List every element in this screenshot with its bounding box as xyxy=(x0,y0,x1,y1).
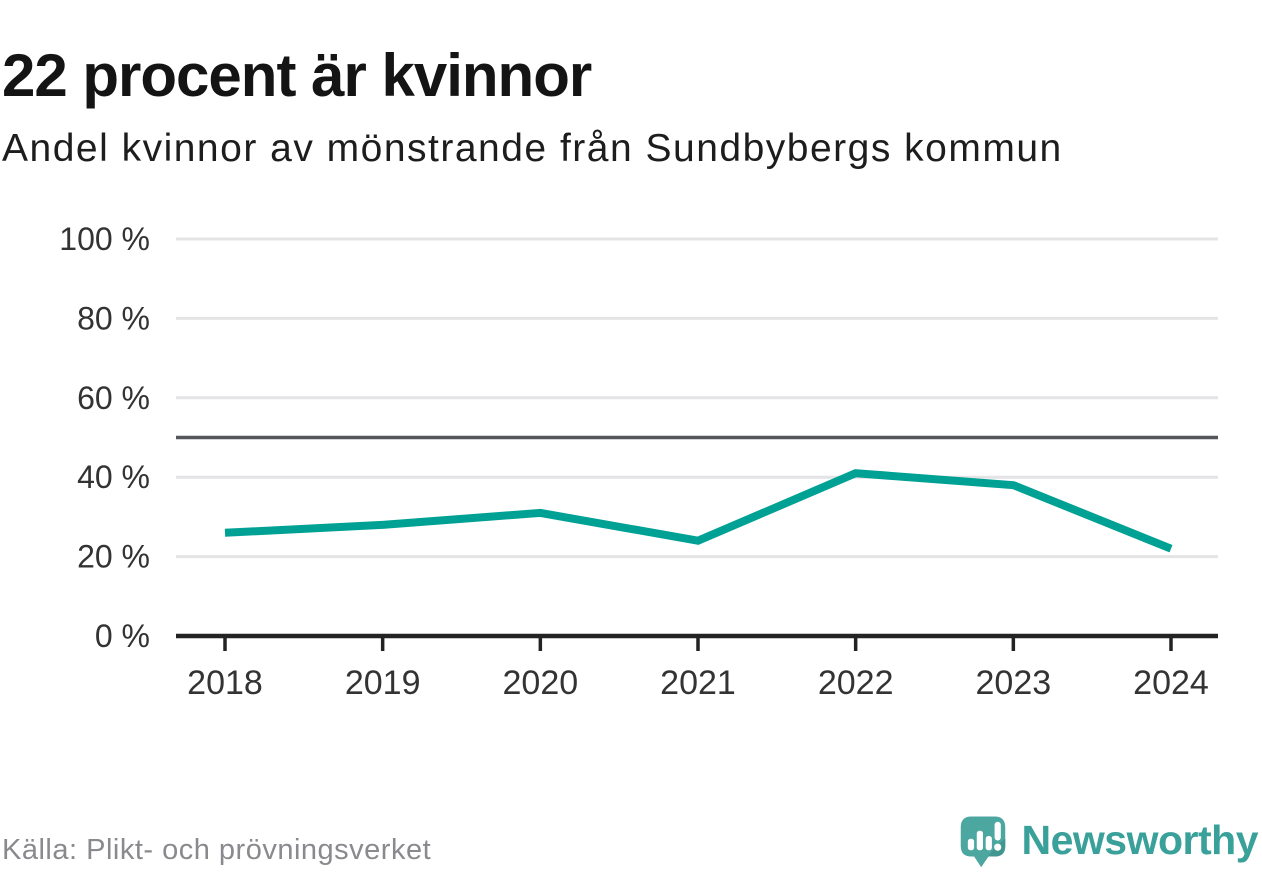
y-tick-label: 20 % xyxy=(77,539,150,575)
footer: Källa: Plikt- och prövningsverket Newswo… xyxy=(0,805,1262,879)
newsworthy-wordmark: Newsworthy xyxy=(1021,817,1259,863)
y-tick-label: 60 % xyxy=(77,380,150,416)
chart-area: 0 % 20 % 40 % 60 % 80 % 100 % 2018 2019 2020 2021… xyxy=(0,200,1262,720)
y-tick-label: 100 % xyxy=(59,221,150,257)
x-tick-label: 2018 xyxy=(187,664,263,702)
x-tick-label: 2023 xyxy=(976,664,1052,702)
x-tick-label: 2022 xyxy=(818,664,894,702)
x-tick-label: 2019 xyxy=(345,664,421,702)
chart-subtitle: Andel kvinnor av mönstrande från Sundbyb… xyxy=(2,127,1063,170)
source-note: Källa: Plikt- och prövningsverket xyxy=(2,834,432,866)
y-tick-label: 80 % xyxy=(77,300,150,336)
y-tick-label: 40 % xyxy=(77,459,150,495)
chart-title: 22 procent är kvinnor xyxy=(2,42,592,110)
x-tick-label: 2020 xyxy=(503,664,579,702)
trend-line xyxy=(224,469,1173,553)
x-tick-label: 2021 xyxy=(660,664,736,702)
x-tick-label: 2024 xyxy=(1133,664,1209,702)
line-chart: 0 % 20 % 40 % 60 % 80 % 100 % 2018 2019 2020 2021… xyxy=(59,221,1218,702)
newsworthy-bubble-chart-icon xyxy=(960,816,1005,868)
y-tick-label: 0 % xyxy=(95,618,150,654)
newsworthy-logo: Newsworthy xyxy=(954,812,1259,869)
